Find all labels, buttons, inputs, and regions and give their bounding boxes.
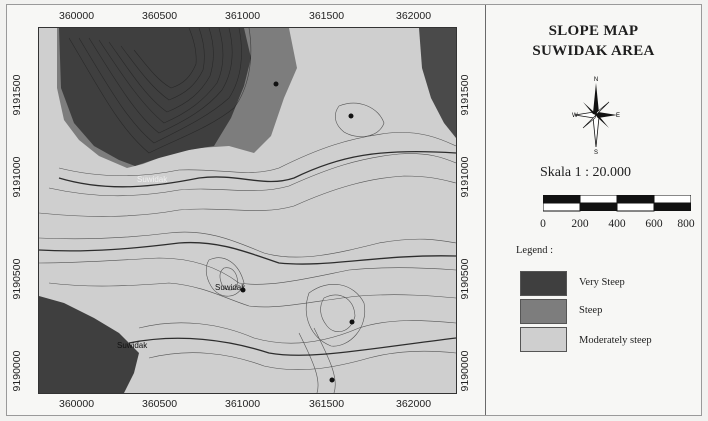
x-tick-bottom-362000: 362000 [396, 398, 432, 410]
scale-tick-0: 0 [540, 218, 546, 230]
south-label: S [594, 150, 598, 155]
contour-lines [39, 28, 456, 393]
contour-label-southwest: Suwidak [117, 341, 148, 350]
y-tick-right-9190000: 9190000 [459, 350, 471, 392]
x-tick-top-361000: 361000 [225, 10, 261, 22]
legend-swatch-moderately-steep [520, 327, 567, 352]
contour-label-center: Suwidak [215, 283, 246, 292]
legend-swatch-steep [520, 299, 567, 324]
y-tick-left-9190000: 9190000 [11, 350, 23, 392]
y-tick-right-9190500: 9190500 [459, 258, 471, 300]
y-tick-left-9191000: 9191000 [11, 156, 23, 198]
legend-title: Legend : [516, 245, 554, 256]
map-sheet: 360000 360500 361000 361500 362000 36000… [6, 4, 702, 416]
scale-label: Skala 1 : 20.000 [540, 165, 631, 180]
x-tick-bottom-360000: 360000 [59, 398, 95, 410]
y-tick-right-9191500: 9191500 [459, 74, 471, 116]
x-tick-top-361500: 361500 [309, 10, 345, 22]
map-panel: 360000 360500 361000 361500 362000 36000… [7, 5, 486, 415]
peak-marker-east [348, 113, 354, 119]
legend-label-steep: Steep [579, 305, 603, 316]
peak-marker-southwest [329, 377, 335, 383]
very-steep-zone-north [59, 28, 251, 166]
index-contours [39, 150, 456, 356]
legend-label-moderately-steep: Moderately steep [579, 335, 652, 346]
y-tick-left-9190500: 9190500 [11, 258, 23, 300]
peak-marker-north [273, 81, 279, 87]
peak-marker-center [240, 287, 246, 293]
very-steep-zone-northeast [419, 28, 456, 138]
x-tick-bottom-361500: 361500 [309, 398, 345, 410]
x-tick-top-360000: 360000 [59, 10, 95, 22]
slope-map-svg: Suwidak Suwidak Suwidak [39, 28, 456, 393]
west-label: W [572, 113, 578, 119]
x-tick-top-362000: 362000 [396, 10, 432, 22]
north-arrow-icon: N S E W [572, 77, 620, 155]
scale-bar [543, 195, 691, 212]
scale-tick-800: 800 [677, 218, 695, 230]
scale-tick-200: 200 [571, 218, 589, 230]
scale-tick-600: 600 [645, 218, 663, 230]
map-canvas[interactable]: Suwidak Suwidak Suwidak [38, 27, 457, 394]
north-label: N [594, 77, 598, 83]
very-steep-zone-southwest [39, 296, 139, 393]
map-title-line2: SUWIDAK AREA [532, 43, 655, 59]
legend-panel: SLOPE MAP SUWIDAK AREA N S E W Skala 1 :… [486, 5, 701, 415]
east-label: E [616, 113, 620, 119]
x-tick-bottom-360500: 360500 [142, 398, 178, 410]
y-tick-left-9191500: 9191500 [11, 74, 23, 116]
x-tick-bottom-361000: 361000 [225, 398, 261, 410]
map-title-line1: SLOPE MAP [548, 23, 639, 39]
contour-label-north: Suwidak [137, 175, 168, 184]
scale-tick-400: 400 [608, 218, 626, 230]
y-tick-right-9191000: 9191000 [459, 156, 471, 198]
peak-marker-south [349, 319, 355, 325]
x-tick-top-360500: 360500 [142, 10, 178, 22]
legend-label-very-steep: Very Steep [579, 277, 625, 288]
legend-swatch-very-steep [520, 271, 567, 296]
